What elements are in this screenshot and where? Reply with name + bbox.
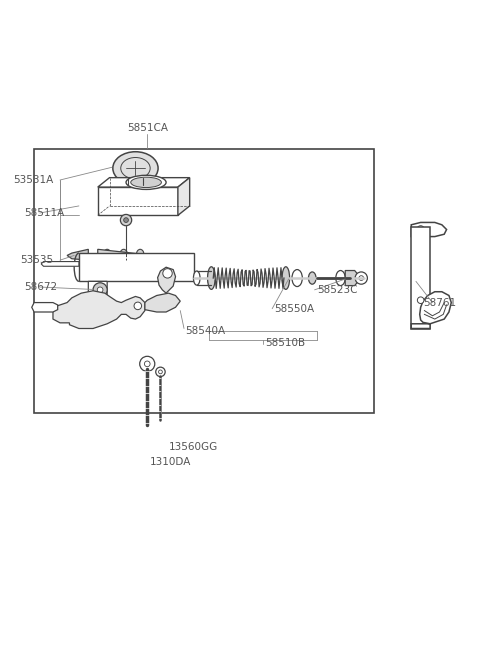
Circle shape [134,302,142,309]
Ellipse shape [292,269,302,286]
Text: 58540A: 58540A [185,326,225,336]
Text: 1310DA: 1310DA [150,457,191,466]
Circle shape [417,226,424,233]
Ellipse shape [120,249,128,260]
Polygon shape [79,253,194,281]
Ellipse shape [121,158,150,179]
Polygon shape [53,291,145,328]
Polygon shape [98,249,190,263]
Text: 53531A: 53531A [12,175,53,185]
Polygon shape [411,227,430,328]
Circle shape [359,276,364,281]
Text: 5851CA: 5851CA [127,123,168,133]
Ellipse shape [103,249,111,260]
Circle shape [163,269,172,278]
Ellipse shape [113,152,158,185]
Circle shape [144,361,150,367]
Circle shape [156,367,165,376]
Text: 58550A: 58550A [275,304,315,313]
Polygon shape [411,223,446,237]
Ellipse shape [193,271,200,285]
Polygon shape [178,177,190,215]
Ellipse shape [131,177,161,187]
Circle shape [97,287,103,292]
Polygon shape [345,271,357,286]
Text: 53535: 53535 [20,255,53,265]
Ellipse shape [336,271,345,286]
Circle shape [93,283,107,297]
Polygon shape [98,187,178,215]
Circle shape [417,297,424,304]
Text: 58511A: 58511A [24,208,65,218]
Polygon shape [98,177,190,187]
Circle shape [120,214,132,226]
Text: 58510B: 58510B [265,338,305,348]
Ellipse shape [126,175,166,189]
Polygon shape [67,249,88,260]
Polygon shape [41,261,79,266]
Text: 58761: 58761 [423,298,456,307]
Circle shape [355,272,367,284]
Polygon shape [32,303,58,312]
Ellipse shape [207,271,214,285]
Bar [34,149,373,413]
Polygon shape [88,281,107,303]
Polygon shape [157,267,176,293]
Text: 13560GG: 13560GG [168,442,218,451]
Ellipse shape [207,267,215,289]
Circle shape [124,217,128,223]
Ellipse shape [136,249,144,260]
Ellipse shape [309,272,316,284]
Circle shape [158,370,162,374]
Polygon shape [411,292,451,328]
Polygon shape [145,293,180,312]
Circle shape [140,356,155,371]
Text: 58523C: 58523C [317,285,358,295]
Text: 58672: 58672 [24,282,58,292]
Ellipse shape [282,267,289,289]
